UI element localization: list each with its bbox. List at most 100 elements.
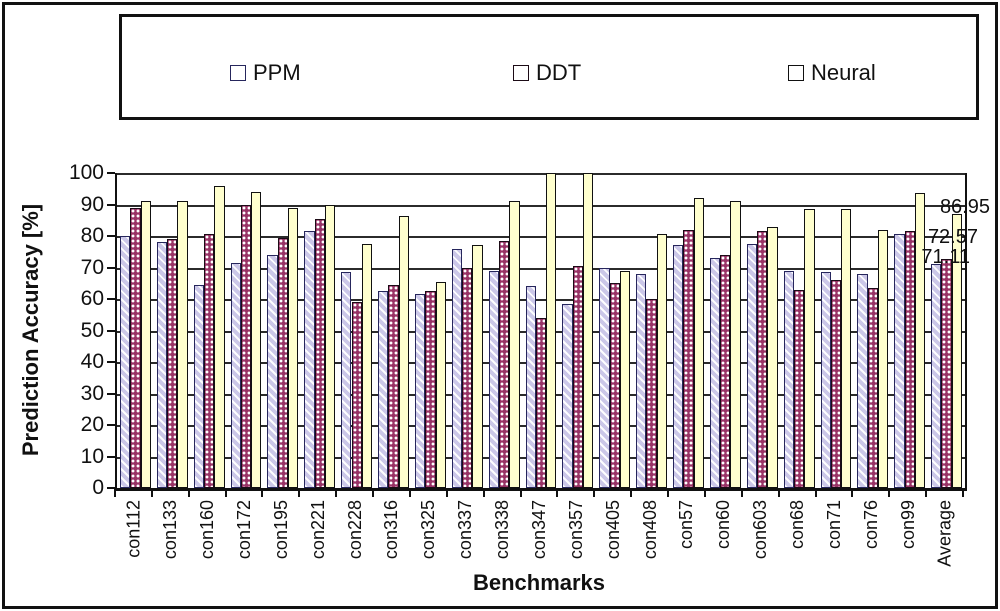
x-tick-mark xyxy=(888,489,891,497)
x-axis-title: Benchmarks xyxy=(472,570,606,595)
bar xyxy=(619,270,631,488)
bar xyxy=(214,185,225,488)
x-tick-label: con603 xyxy=(750,500,771,560)
bar xyxy=(951,214,962,488)
bar xyxy=(398,215,409,488)
x-tick-label: con357 xyxy=(565,500,586,560)
x-tick-label: con221 xyxy=(307,500,328,560)
bar xyxy=(535,317,547,488)
bar xyxy=(546,173,557,488)
bar xyxy=(240,204,252,488)
y-tick-label: 100 xyxy=(68,161,104,184)
y-tick-label: 30 xyxy=(80,381,104,405)
bar xyxy=(572,265,584,488)
y-tick-mark xyxy=(107,235,115,237)
x-tick-mark xyxy=(925,489,928,497)
x-tick-mark xyxy=(962,489,964,497)
x-tick-label: con99 xyxy=(897,500,918,550)
gridline xyxy=(117,173,965,175)
x-tick-mark xyxy=(224,489,227,497)
legend-item-neural: Neural xyxy=(788,61,876,85)
x-tick-mark xyxy=(114,489,116,497)
bar xyxy=(304,231,315,488)
bar xyxy=(804,209,815,488)
bar xyxy=(351,302,362,488)
bar xyxy=(673,245,684,488)
y-tick-mark xyxy=(107,424,115,426)
x-tick-label: con338 xyxy=(492,500,513,560)
y-tick-mark xyxy=(107,361,115,363)
ddt-swatch-icon xyxy=(513,65,529,81)
bar xyxy=(509,201,520,488)
x-tick-mark xyxy=(335,489,338,497)
x-tick-label: con60 xyxy=(713,500,734,550)
legend-item-ddt: DDT xyxy=(513,61,581,85)
gridline xyxy=(117,267,965,270)
bar xyxy=(914,193,926,488)
bar xyxy=(472,245,483,488)
bar xyxy=(204,234,215,488)
ppm-swatch-icon xyxy=(230,65,246,81)
y-tick-label: 70 xyxy=(80,255,104,279)
bar xyxy=(656,234,668,488)
neural-swatch-icon xyxy=(788,65,804,81)
x-tick-label: con316 xyxy=(381,500,402,560)
legend-item-ppm: PPM xyxy=(230,61,301,85)
bar xyxy=(193,284,205,488)
x-tick-label: con76 xyxy=(860,500,881,550)
x-tick-mark xyxy=(261,489,264,497)
bar xyxy=(435,281,446,488)
x-tick-label: con195 xyxy=(270,500,291,560)
x-tick-mark xyxy=(814,489,817,497)
x-tick-label: Average xyxy=(934,500,955,567)
legend-label-ppm: PPM xyxy=(253,60,301,85)
bar xyxy=(683,229,694,488)
bar xyxy=(709,258,721,488)
legend-label-ddt: DDT xyxy=(536,60,582,85)
y-tick-label: 50 xyxy=(80,318,104,342)
bar xyxy=(562,303,573,488)
bar xyxy=(599,267,610,488)
bar xyxy=(931,264,942,488)
bar xyxy=(488,270,499,488)
plot-area xyxy=(115,173,967,491)
annotation-neural-average: 86.95 xyxy=(939,196,990,218)
x-tick-label: con172 xyxy=(234,500,255,560)
bar xyxy=(498,240,510,488)
bar xyxy=(462,267,473,488)
annotation-ppm-average: 71.11 xyxy=(921,246,970,268)
bar xyxy=(119,236,131,488)
legend: PPM DDT Neural xyxy=(119,14,979,120)
x-tick-label: con325 xyxy=(418,500,439,560)
x-tick-mark xyxy=(667,489,670,497)
x-tick-mark xyxy=(851,489,854,497)
y-tick-mark xyxy=(107,172,115,174)
x-tick-mark xyxy=(777,489,780,497)
x-tick-label: con160 xyxy=(197,500,218,560)
bar xyxy=(820,272,831,488)
y-tick-mark xyxy=(107,392,115,395)
bar xyxy=(341,272,352,488)
bar xyxy=(830,280,842,488)
y-tick-label: 0 xyxy=(92,476,104,499)
bar xyxy=(378,291,389,488)
bar xyxy=(783,270,794,488)
bar xyxy=(156,242,168,488)
x-tick-mark xyxy=(298,489,301,497)
y-tick-label: 10 xyxy=(80,444,104,468)
bar xyxy=(230,262,241,488)
y-tick-mark xyxy=(107,487,115,489)
x-tick-mark xyxy=(408,489,411,497)
bar xyxy=(361,243,373,488)
y-tick-mark xyxy=(107,266,115,269)
bar xyxy=(767,226,778,488)
bar xyxy=(451,248,463,488)
x-tick-mark xyxy=(703,489,706,497)
bar xyxy=(583,173,594,488)
bar xyxy=(425,291,436,488)
y-tick-mark xyxy=(107,203,115,206)
x-tick-mark xyxy=(372,489,375,497)
x-tick-label: con112 xyxy=(123,500,144,558)
x-tick-mark xyxy=(187,489,190,497)
